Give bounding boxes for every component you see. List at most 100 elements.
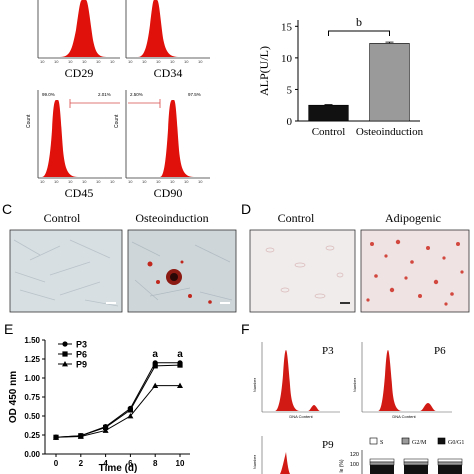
- alp-xlabel-1: Osteoinduction: [356, 126, 424, 138]
- dna-ylabel-p3: Number: [252, 377, 257, 392]
- panel-letter-c: C: [2, 201, 12, 217]
- od-series-line-p3: [55, 362, 180, 438]
- svg-text:10: 10: [40, 179, 45, 184]
- svg-text:10: 10: [40, 59, 45, 64]
- flow-histogram-cd45: Count 99.0% 2.01% 10 10 10 10 10 10 CD45: [26, 90, 122, 200]
- panel-d-label-adipogenic: Adipogenic: [385, 211, 441, 225]
- od-point-p6-3: [127, 407, 133, 413]
- alp-ytick-label-0: 0: [287, 116, 293, 128]
- svg-text:10: 10: [170, 179, 175, 184]
- stack-ytick-120: 120: [350, 452, 359, 458]
- od-point-p6-4: [152, 363, 158, 369]
- dna-histogram-p6: DNA Content Number P6: [352, 342, 452, 419]
- micrograph-adipogenic: [360, 229, 470, 313]
- stack-ytick-100: 100: [350, 462, 359, 468]
- svg-text:10: 10: [142, 179, 147, 184]
- dna-xlabel-p3: DNA Content: [289, 414, 313, 419]
- od-legend-marker-p3: [62, 341, 68, 347]
- micrograph-control-adipo: [249, 229, 356, 313]
- svg-text:10: 10: [96, 59, 101, 64]
- od-ytick-label-5: 1.25: [24, 355, 40, 364]
- dna-ylabel-p6: Number: [352, 377, 357, 392]
- svg-text:10: 10: [54, 179, 59, 184]
- od-ytick-label-6: 1.50: [24, 336, 40, 345]
- svg-text:10: 10: [54, 59, 59, 64]
- od-xtick-label-1: 2: [79, 459, 84, 468]
- od-annotation-1: a: [177, 349, 183, 360]
- alp-bar-chart: 0 5 10 15 Control Osteoinduction ALP(U/L) b: [257, 15, 424, 138]
- svg-text:10: 10: [96, 179, 101, 184]
- od-point-p9-5: [177, 382, 183, 388]
- svg-text:10: 10: [184, 179, 189, 184]
- od-ytick-label-2: 0.50: [24, 412, 40, 421]
- legend-label-s: S: [380, 440, 383, 446]
- flow-histogram-cd90: Count 2.50% 97.5% 10 10 10 10 10 10 CD90: [114, 90, 210, 200]
- od-legend-label-p3: P3: [76, 340, 87, 350]
- dna-histogram-p3: DNA Content Number P3: [252, 342, 340, 419]
- od-point-p9-3: [127, 413, 134, 419]
- od-series-line-p6: [55, 364, 181, 438]
- flow-histogram-cd34: 10 10 10 10 10 10 CD34: [125, 0, 210, 80]
- flow-ylabel-cd45: Count: [26, 114, 32, 128]
- svg-text:10: 10: [110, 59, 115, 64]
- svg-text:10: 10: [184, 59, 189, 64]
- svg-text:10: 10: [156, 179, 161, 184]
- alp-ytick-label-1: 5: [287, 84, 293, 96]
- panel-c-label-control: Control: [44, 211, 81, 225]
- svg-text:10: 10: [156, 59, 161, 64]
- flow-ticks-cd34: 10 10 10 10 10 10: [128, 59, 203, 64]
- od-xtick-label-0: 0: [54, 459, 59, 468]
- flow-ticks-cd29: 10 10 10 10 10 10: [40, 59, 115, 64]
- od-legend-marker-p9: [62, 361, 68, 367]
- panel-letter-d: D: [241, 201, 251, 217]
- od-legend-label-p6: P6: [76, 350, 87, 360]
- alp-bar-0: [308, 104, 349, 122]
- flow-histogram-cd29: 10 10 10 10 10 10 CD29: [37, 0, 120, 80]
- svg-text:10: 10: [142, 59, 147, 64]
- svg-text:10: 10: [82, 59, 87, 64]
- od-point-p9-1: [77, 433, 84, 439]
- od-ytick-label-0: 0.00: [24, 450, 40, 459]
- significance-label: b: [356, 15, 362, 29]
- dna-title-p6: P6: [434, 345, 446, 357]
- od-xtick-label-4: 8: [153, 459, 158, 468]
- od-point-p9-4: [152, 382, 159, 388]
- od-point-p9-2: [102, 427, 109, 433]
- legend-swatch-s: [369, 437, 378, 445]
- od-x-axis-label: Time (d): [99, 463, 138, 474]
- panel-letter-e: E: [4, 321, 13, 337]
- od-series-line-p9: [55, 385, 180, 438]
- alp-ytick-label-3: 15: [281, 21, 293, 33]
- flow-label-cd45: CD45: [65, 186, 94, 200]
- alp-xlabel-0: Control: [312, 126, 346, 138]
- svg-text:10: 10: [128, 179, 133, 184]
- flow-label-cd34: CD34: [154, 66, 183, 80]
- svg-text:10: 10: [68, 179, 73, 184]
- svg-text:10: 10: [198, 179, 203, 184]
- alp-ytick-label-2: 10: [281, 53, 293, 65]
- flow-left-pct-cd45: 99.0%: [42, 92, 55, 97]
- od-xtick-label-2: 4: [103, 459, 108, 468]
- flow-ticks-cd45: 10 10 10 10 10 10: [40, 179, 115, 184]
- alp-bar-1: [369, 43, 410, 122]
- legend-swatch-g2m: [401, 437, 410, 445]
- od-ytick-label-1: 0.25: [24, 431, 40, 440]
- od-point-p9-0: [53, 434, 59, 440]
- panel-letter-f: F: [241, 321, 250, 337]
- cell-cycle-stacked-chart: S G2/M G0/G1 120 100 le (%): [339, 437, 464, 474]
- legend-label-g2m: G2/M: [412, 440, 427, 446]
- od-legend-marker-p6: [62, 351, 68, 357]
- flow-right-pct-cd45: 2.01%: [98, 92, 111, 97]
- flow-label-cd29: CD29: [65, 66, 94, 80]
- od-point-p6-2: [103, 424, 109, 430]
- svg-text:10: 10: [170, 59, 175, 64]
- legend-label-g0g1: G0/G1: [448, 440, 464, 446]
- od-ytick-label-4: 1.00: [24, 374, 40, 383]
- svg-text:10: 10: [198, 59, 203, 64]
- od-annotation-0: a: [152, 349, 158, 360]
- od-xtick-label-3: 6: [128, 459, 133, 468]
- panel-c-label-osteoinduction: Osteoinduction: [135, 211, 208, 225]
- dna-title-p9: P9: [322, 439, 334, 451]
